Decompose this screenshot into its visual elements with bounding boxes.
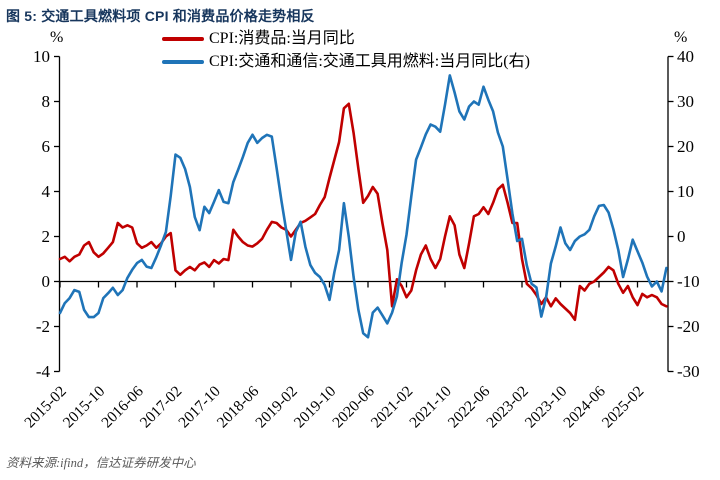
- svg-text:20: 20: [677, 137, 694, 156]
- svg-text:2024-06: 2024-06: [560, 383, 609, 432]
- legend-item-consumer-goods: CPI:消费品:当月同比: [162, 27, 530, 50]
- svg-text:30: 30: [677, 92, 694, 111]
- svg-text:2018-06: 2018-06: [214, 383, 263, 432]
- red-line-swatch: [162, 36, 204, 41]
- svg-text:2023-10: 2023-10: [522, 383, 571, 432]
- svg-text:2017-02: 2017-02: [137, 383, 186, 432]
- svg-text:2021-10: 2021-10: [406, 383, 455, 432]
- svg-text:2022-06: 2022-06: [445, 383, 494, 432]
- svg-text:10: 10: [33, 47, 50, 66]
- svg-text:4: 4: [42, 182, 51, 201]
- svg-text:-30: -30: [677, 362, 700, 381]
- svg-text:2020-06: 2020-06: [329, 383, 378, 432]
- svg-text:2017-10: 2017-10: [175, 383, 224, 432]
- svg-text:2015-10: 2015-10: [60, 383, 109, 432]
- svg-text:2023-02: 2023-02: [483, 383, 532, 432]
- legend-label: CPI:交通和通信:交通工具用燃料:当月同比(右): [209, 52, 530, 70]
- svg-text:8: 8: [42, 92, 51, 111]
- source-note: 资料来源:ifind，信达证券研发中心: [6, 456, 196, 470]
- legend: CPI:消费品:当月同比 CPI:交通和通信:交通工具用燃料:当月同比(右): [162, 27, 530, 73]
- svg-text:-4: -4: [36, 362, 51, 381]
- svg-text:10: 10: [677, 182, 694, 201]
- svg-text:2021-02: 2021-02: [368, 383, 417, 432]
- svg-text:6: 6: [42, 137, 51, 156]
- svg-text:2015-02: 2015-02: [21, 383, 70, 432]
- svg-text:2019-02: 2019-02: [252, 383, 301, 432]
- svg-text:0: 0: [42, 272, 51, 291]
- svg-text:-20: -20: [677, 317, 700, 336]
- left-axis-unit: %: [50, 29, 64, 46]
- blue-line-swatch: [162, 59, 204, 64]
- svg-text:2: 2: [42, 227, 51, 246]
- svg-text:2025-02: 2025-02: [599, 383, 648, 432]
- chart-title: 图 5: 交通工具燃料项 CPI 和消费品价格走势相反: [6, 8, 315, 24]
- svg-text:2016-06: 2016-06: [98, 383, 147, 432]
- svg-text:-2: -2: [36, 317, 50, 336]
- svg-text:40: 40: [677, 47, 694, 66]
- right-axis-unit: %: [674, 29, 688, 46]
- svg-text:-10: -10: [677, 272, 700, 291]
- legend-label: CPI:消费品:当月同比: [209, 29, 355, 47]
- svg-text:0: 0: [677, 227, 686, 246]
- svg-text:2019-10: 2019-10: [291, 383, 340, 432]
- legend-item-vehicle-fuel: CPI:交通和通信:交通工具用燃料:当月同比(右): [162, 50, 530, 73]
